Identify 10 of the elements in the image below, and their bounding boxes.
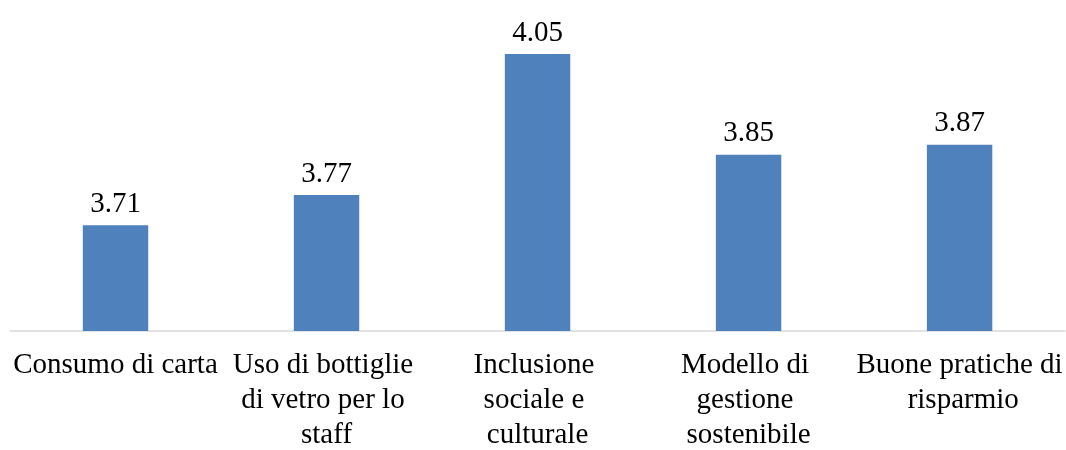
x-tick-label: Consumo di carta — [13, 346, 218, 379]
x-tick-label: Inclusione sociale e culturale — [473, 346, 602, 449]
data-label: 3.77 — [301, 155, 352, 188]
data-label: 3.71 — [90, 185, 141, 218]
x-tick-label: Uso di bottiglie di vetro per lo staff — [232, 346, 421, 449]
data-label: 3.87 — [934, 105, 985, 138]
x-tick-label: Modello di gestione sostenibile — [680, 346, 817, 449]
x-tick-label: Buone pratiche di risparmio — [856, 346, 1063, 414]
data-label: 3.85 — [723, 115, 774, 148]
data-label: 4.05 — [512, 14, 563, 47]
